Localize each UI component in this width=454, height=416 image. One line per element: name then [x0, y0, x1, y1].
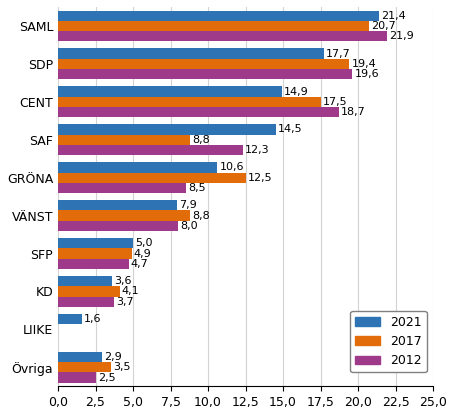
Bar [58, 173, 246, 183]
Bar [58, 248, 132, 259]
Text: 20,7: 20,7 [371, 21, 395, 31]
Text: 18,7: 18,7 [341, 107, 365, 117]
Text: 1,6: 1,6 [84, 314, 102, 324]
Bar [58, 372, 95, 383]
Text: 3,7: 3,7 [116, 297, 133, 307]
Text: 14,5: 14,5 [278, 124, 302, 134]
Bar [58, 49, 324, 59]
Bar [58, 200, 177, 210]
Bar [58, 145, 242, 155]
Text: 10,6: 10,6 [219, 162, 244, 172]
Bar [58, 352, 102, 362]
Text: 2,5: 2,5 [98, 373, 115, 383]
Text: 8,8: 8,8 [192, 135, 210, 145]
Bar [58, 183, 186, 193]
Text: 12,5: 12,5 [248, 173, 272, 183]
Bar [58, 210, 190, 221]
Text: 19,4: 19,4 [351, 59, 376, 69]
Text: 4,1: 4,1 [122, 287, 139, 297]
Text: 5,0: 5,0 [135, 238, 153, 248]
Bar [58, 135, 190, 145]
Text: 8,5: 8,5 [188, 183, 206, 193]
Bar [58, 259, 128, 269]
Bar [58, 59, 349, 69]
Bar [58, 276, 112, 286]
Bar [58, 97, 321, 107]
Bar [58, 162, 217, 173]
Text: 21,4: 21,4 [381, 11, 406, 21]
Text: 21,9: 21,9 [389, 31, 414, 41]
Bar [58, 107, 339, 117]
Bar [58, 31, 387, 41]
Text: 14,9: 14,9 [284, 87, 309, 97]
Text: 17,5: 17,5 [323, 97, 347, 107]
Bar [58, 21, 369, 31]
Bar [58, 362, 111, 372]
Bar [58, 286, 119, 297]
Bar [58, 297, 114, 307]
Bar [58, 10, 379, 21]
Text: 8,8: 8,8 [192, 210, 210, 220]
Text: 4,9: 4,9 [134, 248, 152, 259]
Bar [58, 87, 281, 97]
Text: 3,6: 3,6 [114, 276, 132, 286]
Text: 2,9: 2,9 [104, 352, 122, 362]
Text: 19,6: 19,6 [355, 69, 379, 79]
Text: 17,7: 17,7 [326, 49, 350, 59]
Text: 7,9: 7,9 [179, 201, 197, 210]
Bar [58, 69, 352, 79]
Legend: 2021, 2017, 2012: 2021, 2017, 2012 [350, 311, 427, 372]
Bar [58, 221, 178, 231]
Bar [58, 238, 133, 248]
Text: 3,5: 3,5 [113, 362, 130, 372]
Text: 12,3: 12,3 [245, 145, 270, 155]
Bar [58, 314, 82, 324]
Text: 4,7: 4,7 [131, 259, 148, 269]
Text: 8,0: 8,0 [180, 221, 198, 231]
Bar [58, 124, 276, 135]
